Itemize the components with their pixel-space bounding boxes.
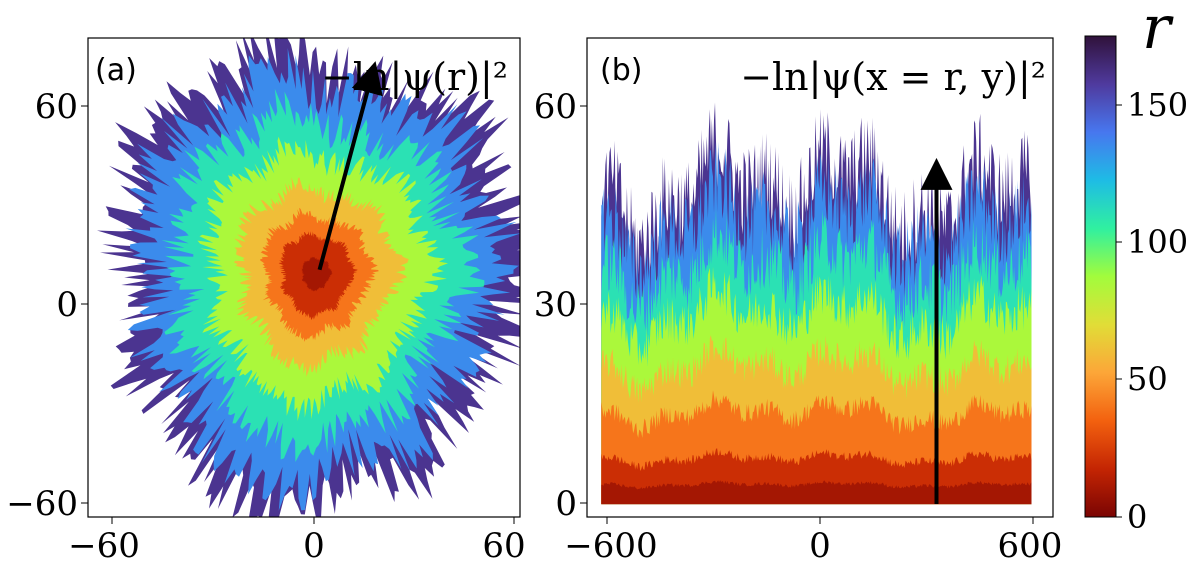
y-tick-label: 0 <box>555 484 577 524</box>
colorbar-tick-label: 150 <box>1127 86 1188 124</box>
panel-a-level-contour <box>301 256 333 292</box>
panel-a-frame <box>87 37 521 518</box>
y-tick-label: 60 <box>35 87 78 127</box>
x-tick-label: 0 <box>809 526 831 565</box>
panel-a: (a) −ln|ψ(r)|² −60 0 60 60 0 −60 <box>6 37 526 565</box>
panel-b-label: (b) <box>600 53 642 88</box>
panel-b-x-ticks: −600 0 600 <box>564 517 1062 565</box>
y-tick-label: 0 <box>56 285 78 325</box>
colorbar: 0 50 100 150 r <box>1084 0 1188 536</box>
colorbar-gradient <box>1084 35 1117 518</box>
panel-a-label: (a) <box>95 53 137 88</box>
colorbar-tick-label: 100 <box>1127 223 1188 261</box>
x-tick-label: −600 <box>564 526 657 565</box>
x-tick-label: 0 <box>303 526 325 565</box>
colorbar-ticks: 0 50 100 150 <box>1116 86 1188 536</box>
colorbar-tick-label: 0 <box>1127 498 1147 536</box>
x-tick-label: −60 <box>68 526 140 565</box>
y-tick-label: −60 <box>6 484 78 524</box>
x-tick-label: 600 <box>998 526 1063 565</box>
y-tick-label: 30 <box>534 285 577 325</box>
panel-a-arrow <box>317 61 383 271</box>
panel-b-y-ticks: 60 30 0 <box>534 87 587 524</box>
panel-b-level-band <box>601 480 1032 505</box>
panel-a-annotation: −ln|ψ(r)|² <box>321 55 508 99</box>
panel-b-plot-area <box>601 102 1032 505</box>
x-tick-label: 60 <box>482 526 525 565</box>
y-tick-label: 60 <box>534 87 577 127</box>
colorbar-tick-label: 50 <box>1127 360 1168 398</box>
colorbar-label: r <box>1142 0 1174 63</box>
panel-b-annotation: −ln|ψ(x = r, y)|² <box>740 55 1046 99</box>
panel-b: (b) −ln|ψ(x = r, y)|² −600 0 600 60 30 0 <box>534 37 1062 565</box>
panel-a-x-ticks: −60 0 60 <box>68 517 526 565</box>
panel-a-plot-area <box>97 38 520 517</box>
panel-a-y-ticks: 60 0 −60 <box>6 87 88 524</box>
